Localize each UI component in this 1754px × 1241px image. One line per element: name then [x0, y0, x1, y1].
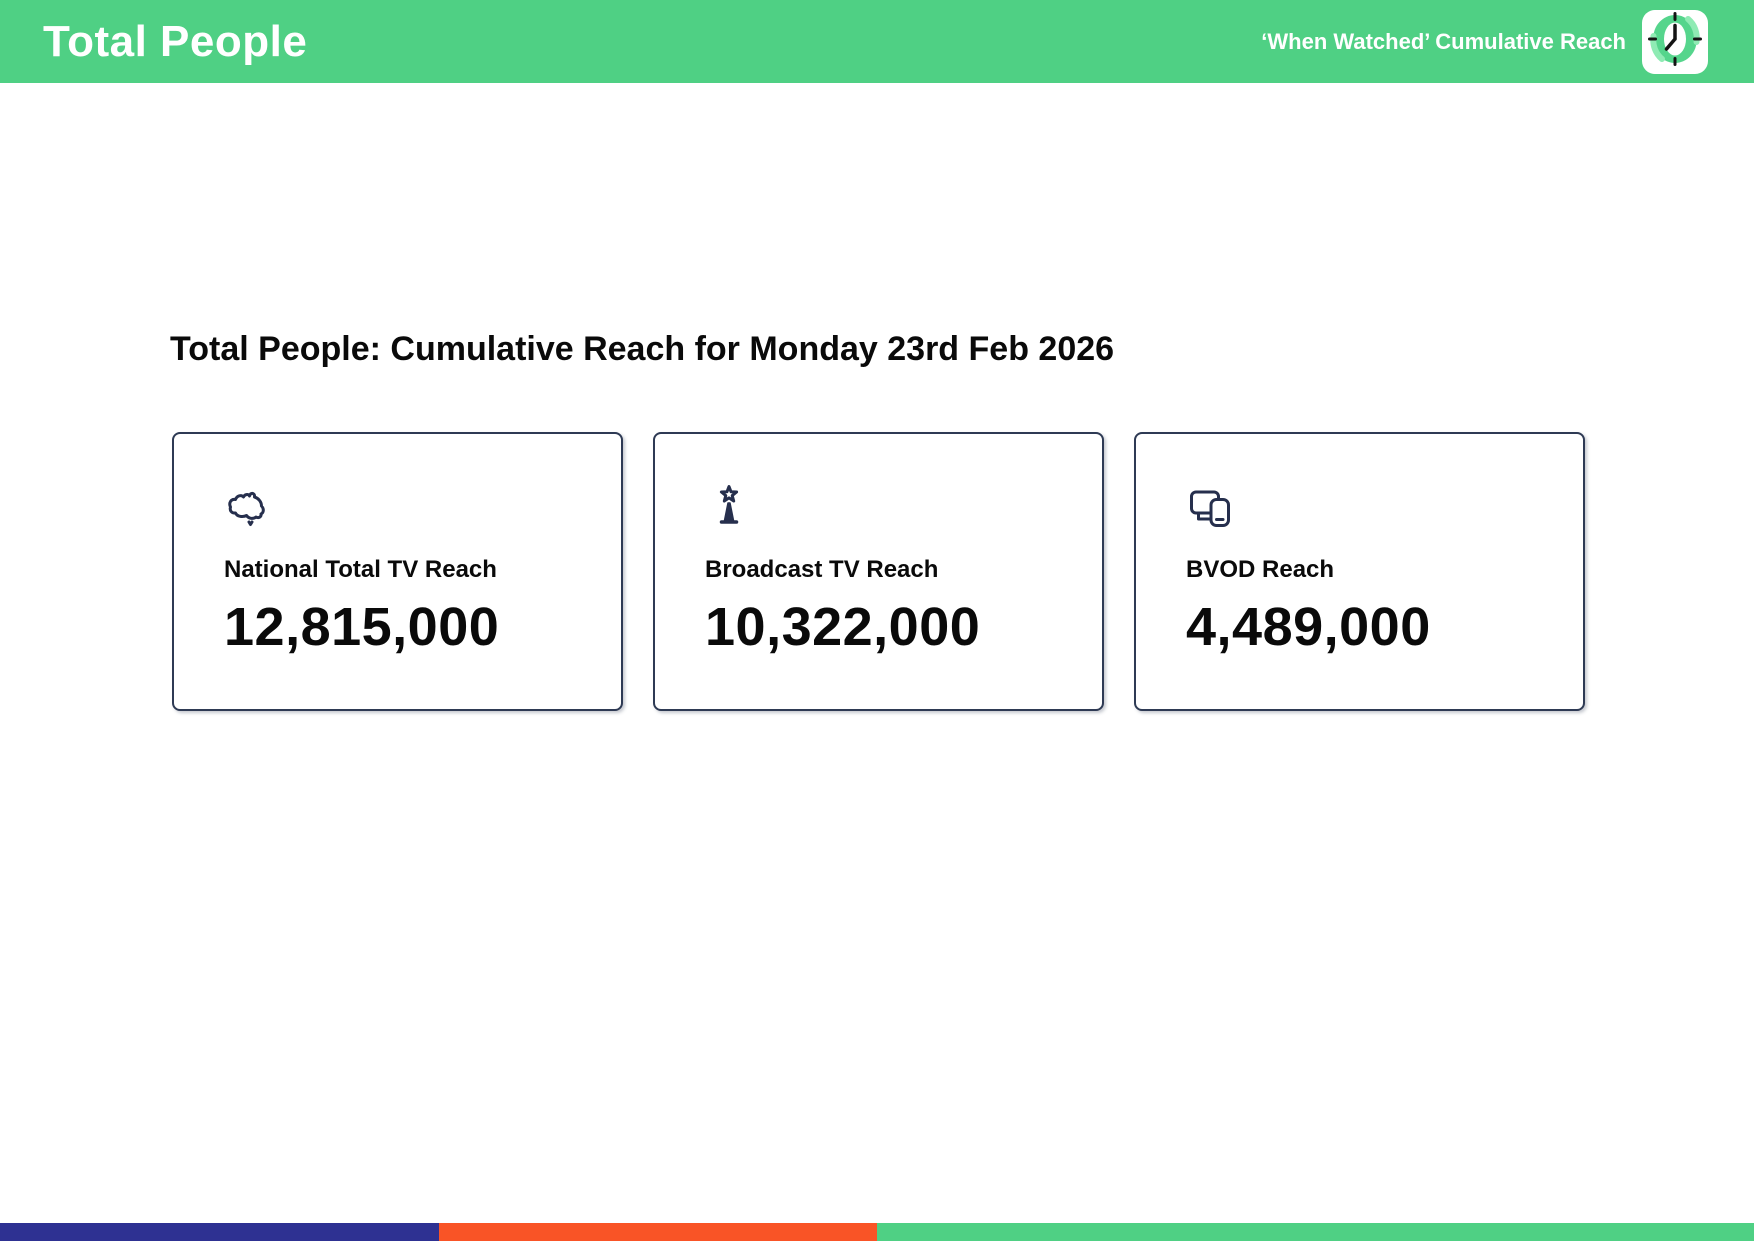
page-title: Total People: [43, 16, 308, 66]
header-right-group: ‘When Watched’ Cumulative Reach: [1261, 9, 1708, 74]
clock-icon: [1647, 11, 1703, 72]
footer-segment-navy: [0, 1223, 439, 1241]
header-bar: Total People ‘When Watched’ Cumulative R…: [0, 0, 1754, 83]
card-value: 4,489,000: [1186, 597, 1431, 657]
broadcast-tower-icon: [705, 485, 753, 535]
card-value: 12,815,000: [224, 597, 500, 657]
footer-segment-green: [877, 1223, 1754, 1241]
australia-map-icon: [224, 491, 272, 535]
app-logo: [1642, 9, 1708, 74]
card-label: National Total TV Reach: [224, 556, 497, 583]
devices-icon: [1186, 490, 1234, 535]
main-heading: Total People: Cumulative Reach for Monda…: [170, 330, 1115, 368]
kpi-card-national-total-tv: National Total TV Reach 12,815,000: [172, 432, 623, 711]
kpi-cards-row: National Total TV Reach 12,815,000 Broad…: [172, 432, 1585, 711]
header-subtitle: ‘When Watched’ Cumulative Reach: [1261, 28, 1626, 54]
card-value: 10,322,000: [705, 597, 981, 657]
card-label: BVOD Reach: [1186, 556, 1335, 583]
kpi-card-broadcast-tv: Broadcast TV Reach 10,322,000: [653, 432, 1104, 711]
kpi-card-bvod: BVOD Reach 4,489,000: [1134, 432, 1585, 711]
footer-bar: [0, 1223, 1754, 1241]
footer-segment-orange: [438, 1223, 877, 1241]
card-label: Broadcast TV Reach: [705, 556, 939, 583]
